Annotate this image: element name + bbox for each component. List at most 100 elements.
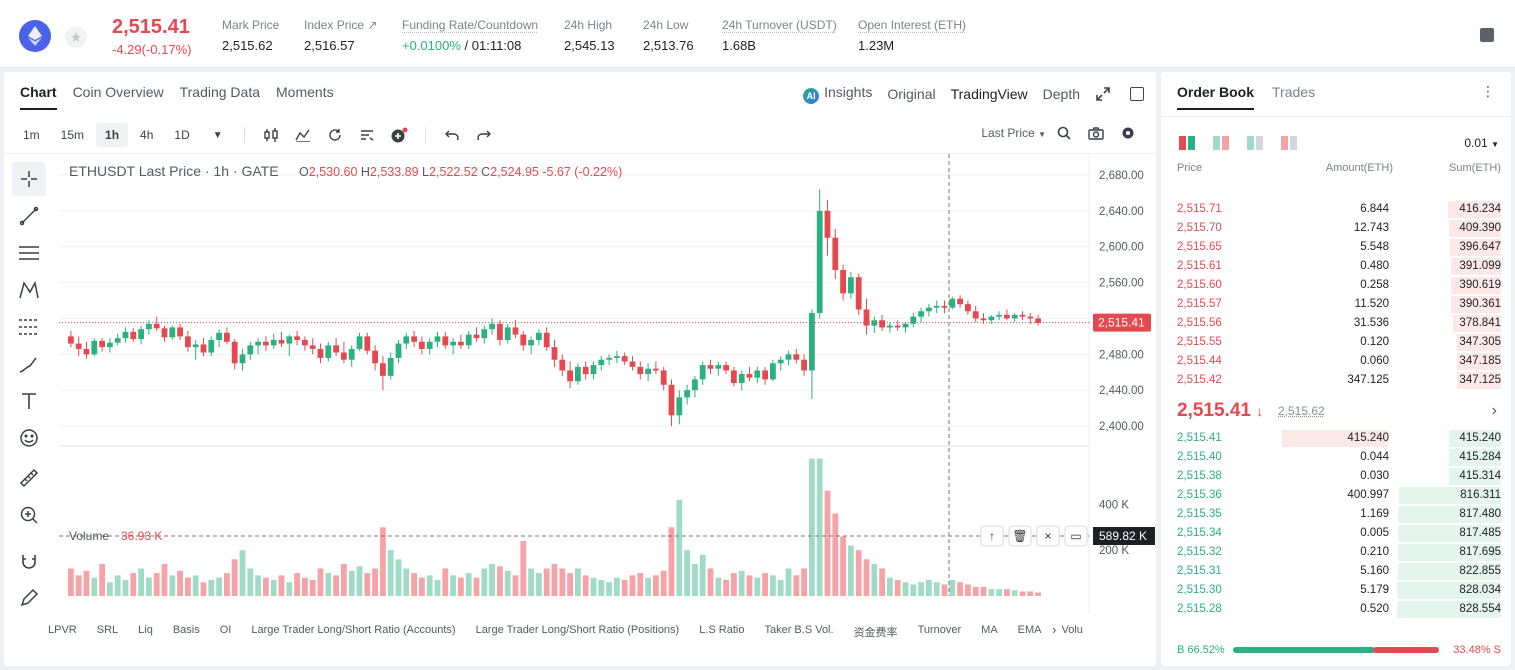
ask-row[interactable]: 2,515.60 0.258 390.619 xyxy=(1161,276,1511,295)
layout-both-icon[interactable] xyxy=(1179,136,1195,150)
chevron-right-icon[interactable]: › xyxy=(1052,622,1057,637)
price-chart[interactable]: 2,680.002,640.002,600.002,560.002,520.00… xyxy=(59,154,1156,614)
ask-row[interactable]: 2,515.65 5.548 396.647 xyxy=(1161,238,1511,257)
book-icon[interactable] xyxy=(1480,28,1494,42)
tab-coin-overview[interactable]: Coin Overview xyxy=(72,84,164,100)
layout-bids-icon[interactable] xyxy=(1247,136,1263,150)
price-cell: 2,515.42 xyxy=(1177,374,1222,386)
add-alert-icon[interactable] xyxy=(388,126,410,144)
ask-row[interactable]: 2,515.71 6.844 416.234 xyxy=(1161,200,1511,219)
expand-icon[interactable] xyxy=(1096,87,1110,101)
indicator-tab[interactable]: Large Trader Long/Short Ratio (Accounts) xyxy=(251,624,456,636)
indicator-tab[interactable]: EMA xyxy=(1017,624,1042,636)
horizontal-lines-icon[interactable] xyxy=(12,236,46,270)
volume-bar xyxy=(918,582,924,596)
stat-value: 2,515.62 xyxy=(222,38,273,53)
ask-row[interactable]: 2,515.44 0.060 347.185 xyxy=(1161,352,1511,371)
tab-trading-data[interactable]: Trading Data xyxy=(179,84,261,100)
emoji-icon[interactable] xyxy=(12,421,46,455)
volume-bar xyxy=(302,577,308,596)
tab-original[interactable]: Original xyxy=(887,86,936,102)
interval-1d[interactable]: 1D xyxy=(174,128,190,142)
pencil-lock-icon[interactable] xyxy=(12,581,46,615)
candle-body xyxy=(208,339,215,353)
indicator-tab[interactable]: LPVR xyxy=(48,624,77,636)
interval-4h[interactable]: 4h xyxy=(140,128,154,142)
tab-depth[interactable]: Depth xyxy=(1042,86,1080,102)
tab-tradingview[interactable]: TradingView xyxy=(950,86,1028,102)
interval-15m[interactable]: 15m xyxy=(60,128,85,142)
search-icon[interactable] xyxy=(1053,124,1075,142)
price-type-select[interactable]: Last Price ▼ xyxy=(981,126,1046,140)
compare-icon[interactable] xyxy=(324,126,346,144)
stat-index-price[interactable]: Index Price ↗ 2,516.57 xyxy=(304,18,377,53)
stat-label[interactable]: Index Price ↗ xyxy=(304,18,378,32)
undo-icon[interactable] xyxy=(441,126,463,144)
indicator-tab[interactable]: Volu xyxy=(1061,624,1083,636)
candle-body xyxy=(653,368,659,371)
depth-bar xyxy=(1399,487,1501,504)
indicator-tab[interactable]: Taker B.S Vol. xyxy=(764,624,834,636)
ask-row[interactable]: 2,515.61 0.480 391.099 xyxy=(1161,257,1511,276)
crosshair-icon[interactable] xyxy=(12,162,46,196)
depth-bar xyxy=(1449,430,1501,447)
fullscreen-icon[interactable] xyxy=(1130,87,1144,101)
interval-1m[interactable]: 1m xyxy=(23,128,40,142)
ask-row[interactable]: 2,515.55 0.120 347.305 xyxy=(1161,333,1511,352)
templates-icon[interactable] xyxy=(356,126,378,144)
magnet-icon[interactable] xyxy=(12,544,46,578)
volume-bar xyxy=(567,573,573,596)
tick-size-select[interactable]: 0.01 ▼ xyxy=(1464,136,1499,150)
indicator-tab[interactable]: 资金费率 xyxy=(853,627,898,639)
chevron-down-icon[interactable]: ▼ xyxy=(212,129,223,141)
ask-row[interactable]: 2,515.57 11.520 390.361 xyxy=(1161,295,1511,314)
ruler-icon[interactable] xyxy=(12,461,46,495)
bid-row[interactable]: 2,515.30 5.179 828.034 xyxy=(1161,581,1511,600)
ask-row[interactable]: 2,515.42 347.125 347.125 xyxy=(1161,371,1511,390)
indicator-tab[interactable]: MA xyxy=(981,624,998,636)
interval-1h[interactable]: 1h xyxy=(96,123,129,147)
indicator-tab[interactable]: L.S Ratio xyxy=(699,624,745,636)
bid-row[interactable]: 2,515.36 400.997 816.311 xyxy=(1161,486,1511,505)
bid-row[interactable]: 2,515.34 0.005 817.485 xyxy=(1161,524,1511,543)
tab-chart[interactable]: Chart xyxy=(20,84,57,110)
camera-icon[interactable] xyxy=(1085,124,1107,142)
candle-type-icon[interactable] xyxy=(260,126,282,144)
redo-icon[interactable] xyxy=(473,126,495,144)
layout-buys-icon[interactable] xyxy=(1213,136,1229,150)
layout-asks-icon[interactable] xyxy=(1281,136,1297,150)
chevron-right-icon[interactable]: › xyxy=(1491,402,1497,419)
bid-row[interactable]: 2,515.28 0.520 828.554 xyxy=(1161,600,1511,619)
bid-row[interactable]: 2,515.38 0.030 415.314 xyxy=(1161,467,1511,486)
price-cell: 2,515.34 xyxy=(1177,527,1222,539)
more-options-icon[interactable]: ⋮ xyxy=(1481,83,1495,99)
settings-gear-icon[interactable] xyxy=(1117,124,1139,142)
indicator-tab[interactable]: Large Trader Long/Short Ratio (Positions… xyxy=(475,624,680,636)
ask-row[interactable]: 2,515.70 12.743 409.390 xyxy=(1161,219,1511,238)
tab-insights[interactable]: AI Insights xyxy=(803,84,872,104)
text-tool-icon[interactable] xyxy=(12,384,46,418)
indicator-tab[interactable]: Basis xyxy=(172,624,200,636)
trend-line-icon[interactable] xyxy=(12,199,46,233)
favorite-star-icon[interactable]: ★ xyxy=(65,26,87,48)
indicator-tab[interactable]: Turnover xyxy=(917,624,962,636)
bid-row[interactable]: 2,515.32 0.210 817.695 xyxy=(1161,543,1511,562)
bid-row[interactable]: 2,515.41 415.240 415.240 xyxy=(1161,429,1511,448)
mid-price[interactable]: 2,515.41 ↓ xyxy=(1177,400,1263,422)
tab-moments[interactable]: Moments xyxy=(276,84,334,100)
pattern-icon[interactable] xyxy=(12,273,46,307)
bid-row[interactable]: 2,515.40 0.044 415.284 xyxy=(1161,448,1511,467)
tab-trades[interactable]: Trades xyxy=(1272,84,1316,100)
indicator-tab[interactable]: Liq xyxy=(138,624,153,636)
bid-row[interactable]: 2,515.35 1.169 817.480 xyxy=(1161,505,1511,524)
ask-row[interactable]: 2,515.56 31.536 378.841 xyxy=(1161,314,1511,333)
indicator-tab[interactable]: OI xyxy=(219,624,232,636)
fib-icon[interactable] xyxy=(12,310,46,344)
bid-row[interactable]: 2,515.31 5.160 822.855 xyxy=(1161,562,1511,581)
candle-body xyxy=(559,359,566,371)
tab-order-book[interactable]: Order Book xyxy=(1177,84,1255,110)
zoom-in-icon[interactable] xyxy=(12,498,46,532)
indicators-icon[interactable] xyxy=(292,126,314,144)
indicator-tab[interactable]: SRL xyxy=(96,624,119,636)
brush-icon[interactable] xyxy=(12,347,46,381)
